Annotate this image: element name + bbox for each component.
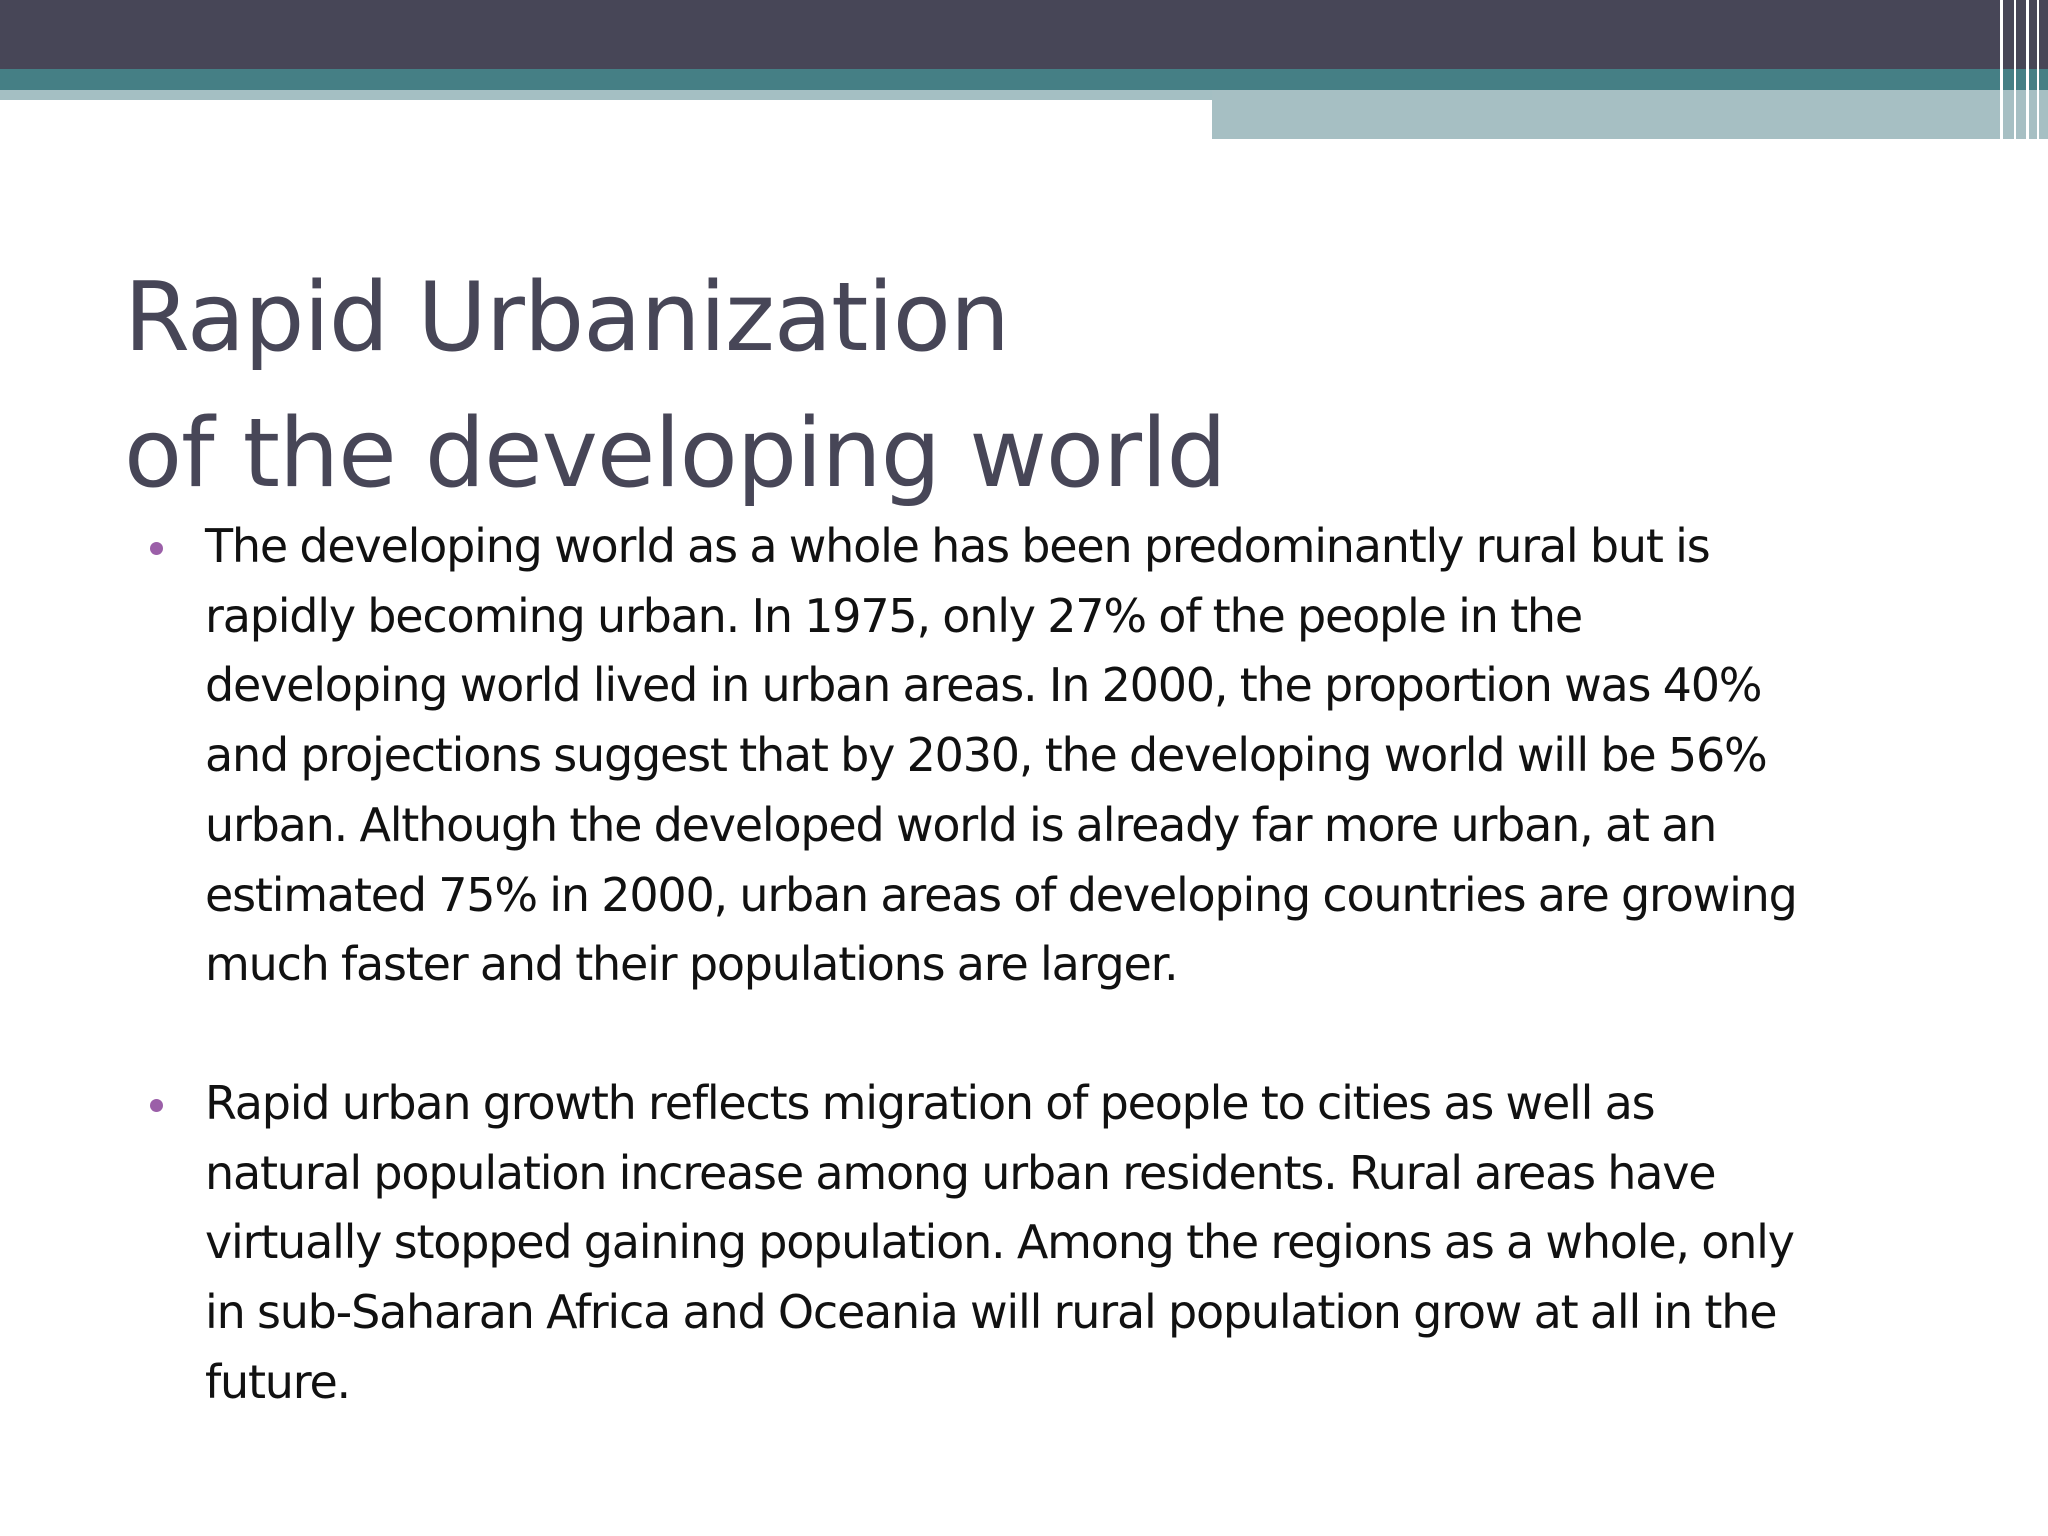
bullet-marker-icon	[150, 1098, 163, 1112]
bullet-text: The developing world as a whole has been…	[205, 512, 1905, 1000]
bullet-line: much faster and their populations are la…	[205, 937, 1179, 992]
header-band-light-left	[0, 90, 1212, 100]
bullet-line: rapidly becoming urban. In 1975, only 27…	[205, 588, 1583, 643]
edge-stripe	[2037, 0, 2039, 139]
bullet-line: and projections suggest that by 2030, th…	[205, 728, 1768, 783]
header-band-dark	[0, 0, 2048, 69]
bullet-line: natural population increase among urban …	[205, 1145, 1717, 1200]
header-band-teal	[0, 69, 2048, 90]
header-band-light-right	[1212, 90, 2048, 139]
edge-stripes	[1986, 0, 2048, 139]
bullet-list: The developing world as a whole has been…	[0, 512, 2048, 1417]
bullet-text: Rapid urban growth reflects migration of…	[205, 1069, 1905, 1418]
bullet-line: in sub-Saharan Africa and Oceania will r…	[205, 1285, 1778, 1340]
bullet-marker-icon	[150, 542, 163, 555]
slide-title-line-2: of the developing world	[124, 399, 1227, 509]
bullet-line: Rapid urban growth reflects migration of…	[205, 1075, 1656, 1130]
bullet-line: developing world lived in urban areas. I…	[205, 658, 1763, 713]
bullet-line: urban. Although the developed world is a…	[205, 797, 1717, 852]
slide-title-line-1: Rapid Urbanization	[124, 263, 1010, 373]
bullet-line: The developing world as a whole has been…	[205, 519, 1711, 573]
bullet-item: Rapid urban growth reflects migration of…	[0, 1069, 2048, 1418]
bullet-line: virtually stopped gaining population. Am…	[205, 1215, 1795, 1270]
bullet-line: future.	[205, 1354, 351, 1409]
bullet-item: The developing world as a whole has been…	[0, 512, 2048, 1000]
slide-title: Rapid Urbanization of the developing wor…	[124, 250, 1924, 522]
edge-stripe	[2014, 0, 2016, 139]
edge-stripe	[2000, 0, 2003, 139]
bullet-line: estimated 75% in 2000, urban areas of de…	[205, 867, 1798, 922]
edge-stripe	[2026, 0, 2029, 139]
